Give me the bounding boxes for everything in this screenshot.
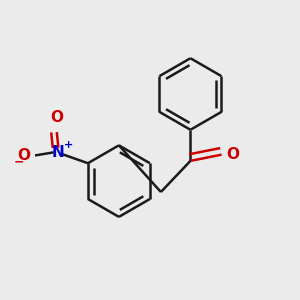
Text: O: O bbox=[50, 110, 63, 125]
Text: +: + bbox=[64, 140, 73, 150]
Text: N: N bbox=[52, 145, 65, 160]
Text: O: O bbox=[17, 148, 30, 163]
Text: −: − bbox=[14, 156, 24, 169]
Text: O: O bbox=[226, 147, 239, 162]
